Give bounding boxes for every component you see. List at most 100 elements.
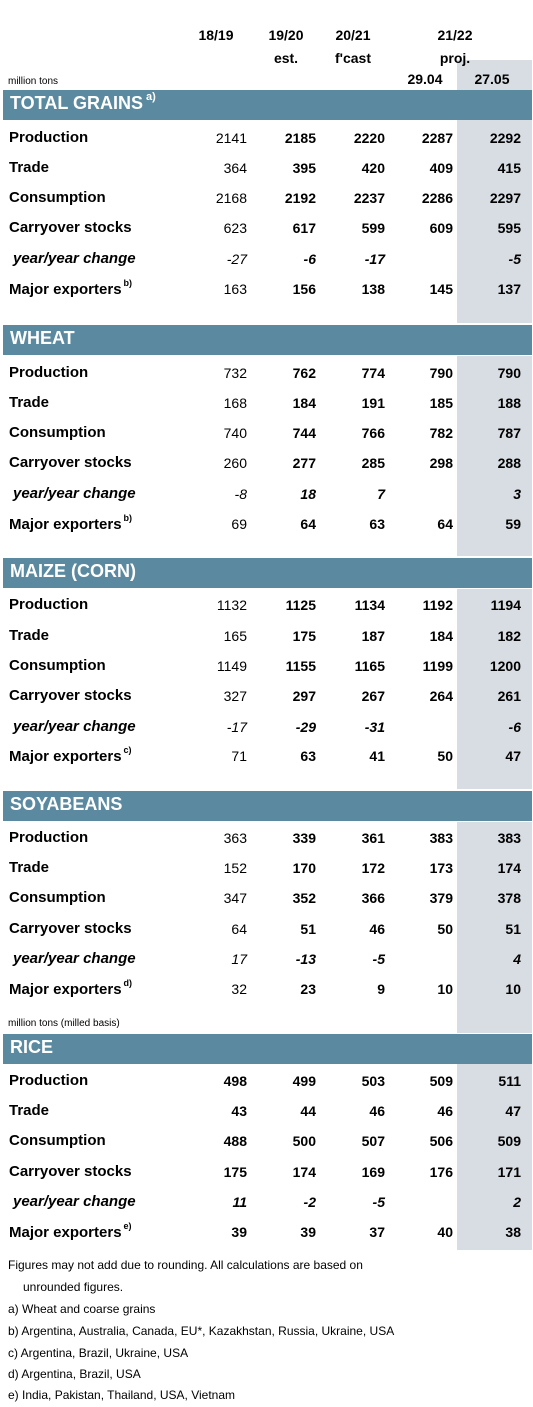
value-2122-apr: 506: [429, 1133, 453, 1149]
value-2122-apr: 2287: [421, 130, 453, 146]
value-2021: 37: [369, 1224, 385, 1240]
value-1819: 152: [223, 860, 247, 876]
footnote: b) Argentina, Australia, Canada, EU*, Ka…: [8, 1324, 395, 1338]
value-2122-apr: 173: [429, 860, 453, 876]
value-1920: 184: [292, 395, 316, 411]
value-1819: 71: [231, 748, 247, 764]
value-2122-apr: 50: [437, 921, 453, 937]
footnote: Figures may not add due to rounding. All…: [8, 1258, 363, 1272]
value-1819: 163: [223, 281, 247, 297]
table-row: Trade 165 175 187 184 182: [0, 624, 533, 648]
row-label: Major exporters b): [9, 513, 133, 533]
latest-projection-column-shade: [457, 356, 532, 556]
value-1920: 1155: [285, 658, 316, 674]
table-row: year/year change 17 -13 -5 4: [0, 947, 533, 971]
value-2122-may: 188: [497, 395, 521, 411]
value-1819: 347: [223, 890, 247, 906]
value-1819: 260: [223, 455, 247, 471]
row-label: Production: [9, 596, 89, 613]
value-2122-may: -5: [508, 251, 521, 267]
row-label: Consumption: [9, 424, 106, 441]
value-1819: 623: [223, 220, 247, 236]
row-label: Trade: [9, 1102, 50, 1119]
value-1920: 500: [292, 1133, 316, 1149]
table-row: Production 1132 1125 1134 1192 1194: [0, 593, 533, 617]
value-2122-may: 3: [513, 486, 521, 502]
row-label: Major exporters c): [9, 745, 132, 765]
value-1819: 17: [231, 951, 247, 967]
value-2122-may: 137: [497, 281, 521, 297]
value-1920: 2192: [284, 190, 316, 206]
value-1920: -29: [295, 719, 316, 735]
value-1920: 2185: [284, 130, 316, 146]
value-1920: 44: [300, 1103, 316, 1119]
value-1920: 395: [292, 160, 316, 176]
value-1819: 1132: [216, 597, 247, 613]
row-label: Carryover stocks: [9, 687, 132, 704]
column-header-2122: 21/22: [437, 27, 473, 43]
table-row: Trade 364 395 420 409 415: [0, 156, 533, 180]
value-1920: -13: [295, 951, 316, 967]
value-2122-may: 1200: [489, 658, 521, 674]
value-2122-apr: 50: [437, 748, 453, 764]
value-1819: 2168: [215, 190, 247, 206]
row-label: Trade: [9, 627, 50, 644]
value-2021: 267: [361, 688, 385, 704]
value-1819: 168: [223, 395, 247, 411]
table-row: Major exporters c) 71 63 41 50 47: [0, 744, 533, 768]
value-2021: 172: [361, 860, 385, 876]
value-1920: 1125: [285, 597, 316, 613]
value-2122-apr: 40: [437, 1224, 453, 1240]
value-1819: -27: [226, 251, 247, 267]
table-row: Production 363 339 361 383 383: [0, 826, 533, 850]
value-1920: 744: [292, 425, 316, 441]
value-2021: 599: [361, 220, 385, 236]
value-2021: 1165: [354, 658, 385, 674]
value-2021: -5: [372, 1194, 385, 1210]
row-label: year/year change: [13, 1193, 136, 1210]
value-1819: 175: [223, 1164, 247, 1180]
row-label: Trade: [9, 859, 50, 876]
value-1920: 297: [292, 688, 316, 704]
table-row: Consumption 2168 2192 2237 2286 2297: [0, 186, 533, 210]
value-1920: 18: [300, 486, 316, 502]
value-1920: 175: [292, 628, 316, 644]
value-2122-may: 378: [497, 890, 521, 906]
section-header-maize: MAIZE (CORN): [3, 558, 532, 588]
table-row: Consumption 740 744 766 782 787: [0, 421, 533, 445]
value-1819: 363: [223, 830, 247, 846]
column-header-2904: 29.04: [407, 71, 443, 87]
unit-label: million tons: [8, 76, 59, 87]
value-2021: 9: [377, 981, 385, 997]
value-2122-may: 47: [505, 748, 521, 764]
table-row: Trade 152 170 172 173 174: [0, 856, 533, 880]
table-row: Major exporters b) 163 156 138 145 137: [0, 277, 533, 301]
value-1920: -2: [303, 1194, 316, 1210]
row-label: Consumption: [9, 1132, 106, 1149]
footnote: c) Argentina, Brazil, Ukraine, USA: [8, 1346, 189, 1360]
value-2122-apr: 2286: [421, 190, 453, 206]
value-2021: -5: [372, 951, 385, 967]
value-2122-may: 787: [497, 425, 521, 441]
value-2122-apr: 264: [429, 688, 453, 704]
value-1920: 23: [300, 981, 316, 997]
value-2122-may: 261: [497, 688, 521, 704]
section-header-wheat: WHEAT: [3, 325, 532, 355]
value-2021: 503: [361, 1073, 385, 1089]
value-1819: 64: [231, 921, 247, 937]
value-2122-apr: 790: [429, 365, 453, 381]
row-label: Production: [9, 1072, 89, 1089]
value-1819: 11: [232, 1194, 247, 1210]
table-row: year/year change -8 18 7 3: [0, 482, 533, 506]
value-1920: 339: [292, 830, 316, 846]
value-2122-may: -6: [508, 719, 521, 735]
latest-projection-column-shade: [457, 822, 532, 1033]
value-2122-may: 383: [497, 830, 521, 846]
value-2021: 2220: [353, 130, 385, 146]
value-2122-apr: 409: [429, 160, 453, 176]
table-row: Trade 168 184 191 185 188: [0, 391, 533, 415]
table-row: Carryover stocks 64 51 46 50 51: [0, 917, 533, 941]
section-header-soyabeans: SOYABEANS: [3, 791, 532, 821]
value-2021: 766: [361, 425, 385, 441]
column-header-2021: 20/21: [335, 27, 371, 43]
